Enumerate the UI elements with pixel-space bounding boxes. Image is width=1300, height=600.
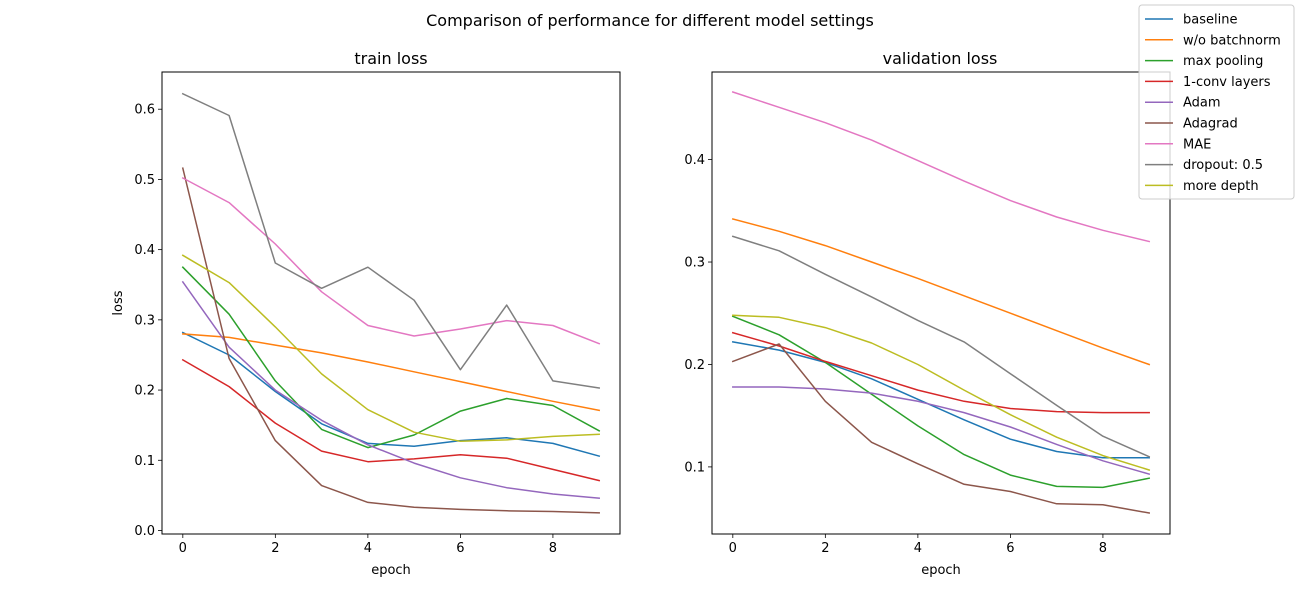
train-loss-ytick-label: 0.0 — [134, 524, 155, 539]
train-loss-axes-frame — [161, 71, 621, 535]
legend: baseline w/o batchnorm max pooling 1-conv l… — [1138, 4, 1295, 200]
validation-loss-title: validation loss — [883, 49, 998, 68]
validation-loss-ytick-label: 0.2 — [684, 358, 705, 373]
validation-loss-series-baseline — [731, 341, 1150, 459]
train-loss-xtick-label: 2 — [271, 541, 279, 556]
legend-label: Adam — [1183, 96, 1221, 111]
train-loss-panel: train loss 0 2 4 6 8 0.0 0.1 0.2 0.3 0.4 0.5 0.6 ep… — [111, 49, 621, 578]
legend-label: 1-conv layers — [1183, 75, 1271, 90]
legend-label: more depth — [1183, 179, 1259, 194]
validation-loss-series-1-conv-layers — [731, 331, 1150, 414]
validation-loss-xtick-label: 6 — [1006, 541, 1014, 556]
validation-loss-panel: validation loss 0 2 4 6 8 0.1 0.2 0.3 0.4 epoch — [684, 49, 1171, 578]
train-loss-ytick-label: 0.5 — [134, 173, 155, 188]
train-loss-series-adagrad — [181, 167, 600, 514]
validation-loss-series-adam — [732, 386, 1151, 476]
validation-loss-xtick-label: 4 — [914, 541, 922, 556]
validation-loss-series-mae — [731, 91, 1151, 243]
train-loss-ytick-label: 0.3 — [134, 313, 155, 328]
train-loss-xtick-label: 0 — [179, 541, 187, 556]
legend-entry-more-depth: more depth — [1145, 179, 1259, 194]
validation-loss-series-max-pooling — [731, 315, 1151, 489]
validation-loss-series-w-o-batchnorm — [731, 218, 1151, 366]
validation-loss-xtick-label: 0 — [729, 541, 737, 556]
validation-loss-ticks: 0 2 4 6 8 0.1 0.2 0.3 0.4 — [684, 153, 1107, 556]
train-loss-series-dropout-0-5 — [181, 92, 601, 389]
train-loss-series-more-depth — [181, 254, 600, 443]
legend-entry-mae: MAE — [1145, 137, 1211, 152]
train-loss-lines — [181, 92, 601, 514]
legend-entry-adam: Adam — [1145, 96, 1221, 111]
legend-entry-1-conv-layers: 1-conv layers — [1145, 75, 1271, 90]
train-loss-series-mae — [181, 176, 601, 345]
train-loss-xtick-label: 6 — [456, 541, 464, 556]
train-loss-xtick-label: 4 — [364, 541, 372, 556]
validation-loss-ytick-label: 0.3 — [684, 256, 705, 271]
validation-loss-xtick-label: 8 — [1099, 541, 1107, 556]
legend-label: baseline — [1183, 13, 1237, 28]
validation-loss-ytick-label: 0.4 — [684, 153, 705, 168]
legend-label: MAE — [1183, 137, 1211, 152]
train-loss-ytick-label: 0.2 — [134, 384, 155, 399]
train-loss-series-max-pooling — [181, 266, 601, 449]
legend-entry-baseline: baseline — [1145, 13, 1237, 28]
legend-entry-adagrad: Adagrad — [1145, 117, 1238, 132]
legend-entry-max-pooling: max pooling — [1145, 54, 1263, 69]
train-loss-ylabel: loss — [111, 290, 126, 315]
train-loss-ytick-label: 0.6 — [134, 103, 155, 118]
legend-entry-w-o-batchnorm: w/o batchnorm — [1145, 33, 1281, 48]
validation-loss-xlabel: epoch — [921, 563, 961, 578]
train-loss-series-baseline — [181, 331, 601, 458]
legend-label: dropout: 0.5 — [1183, 158, 1263, 173]
train-loss-title: train loss — [354, 49, 427, 68]
figure-suptitle: Comparison of performance for different … — [426, 11, 874, 30]
train-loss-xlabel: epoch — [371, 563, 411, 578]
validation-loss-ytick-label: 0.1 — [684, 460, 705, 475]
train-loss-ticks: 0 2 4 6 8 0.0 0.1 0.2 0.3 0.4 0.5 0.6 — [134, 103, 557, 556]
validation-loss-series-more-depth — [732, 314, 1151, 471]
validation-loss-axes-frame — [711, 71, 1171, 535]
legend-entry-dropout-0-5: dropout: 0.5 — [1145, 158, 1263, 173]
train-loss-series-w-o-batchnorm — [181, 333, 601, 412]
legend-box — [1138, 4, 1295, 200]
train-loss-ytick-label: 0.1 — [134, 454, 155, 469]
train-loss-xtick-label: 8 — [549, 541, 557, 556]
validation-loss-xtick-label: 2 — [821, 541, 829, 556]
legend-label: Adagrad — [1183, 117, 1238, 132]
validation-loss-lines — [731, 91, 1151, 514]
legend-label: max pooling — [1183, 54, 1263, 69]
train-loss-series-adam — [181, 280, 601, 500]
legend-label: w/o batchnorm — [1183, 33, 1281, 48]
validation-loss-series-adagrad — [731, 343, 1151, 514]
train-loss-series-1-conv-layers — [181, 358, 601, 482]
train-loss-ytick-label: 0.4 — [134, 243, 155, 258]
validation-loss-series-dropout-0-5 — [731, 235, 1151, 458]
